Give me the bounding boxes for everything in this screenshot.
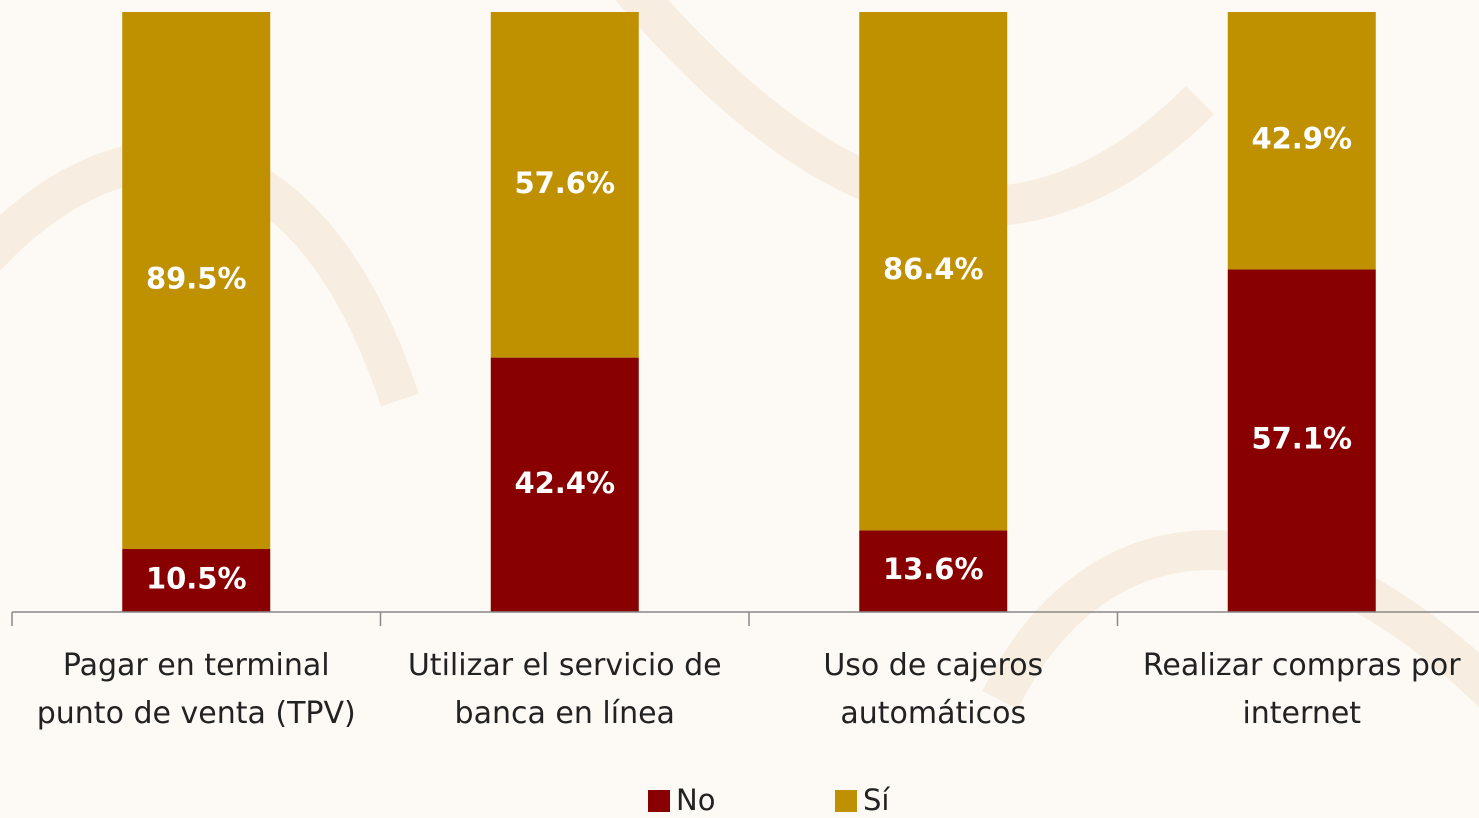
bar-segment: [122, 12, 271, 549]
x-tick-label: Realizar compras por internet: [1142, 648, 1461, 731]
value-label: 57.1%: [1251, 422, 1352, 456]
value-label: 89.5%: [146, 262, 247, 296]
x-tick-label: Uso de cajeros automáticos: [823, 648, 1044, 731]
bar-segment: [1227, 269, 1376, 612]
x-tick-label: Utilizar el servicio de banca en línea: [407, 648, 722, 731]
value-label: 86.4%: [883, 252, 984, 286]
value-label: 10.5%: [146, 562, 247, 596]
legend-label: Sí: [863, 783, 890, 817]
x-tick-label: Pagar en terminal punto de venta (TPV): [36, 648, 356, 731]
bar-segment: [490, 357, 639, 612]
value-label: 13.6%: [883, 552, 984, 586]
legend-label: No: [676, 783, 715, 817]
bar-segment: [490, 12, 639, 358]
value-label: 57.6%: [514, 166, 615, 200]
legend-swatch: [835, 790, 857, 812]
value-label: 42.9%: [1251, 122, 1352, 156]
bar-segment: [859, 530, 1008, 612]
bar-segment: [1227, 12, 1376, 270]
bar-segment: [859, 12, 1008, 531]
legend-swatch: [648, 790, 670, 812]
bar-segment: [122, 549, 271, 612]
value-label: 42.4%: [514, 466, 615, 500]
